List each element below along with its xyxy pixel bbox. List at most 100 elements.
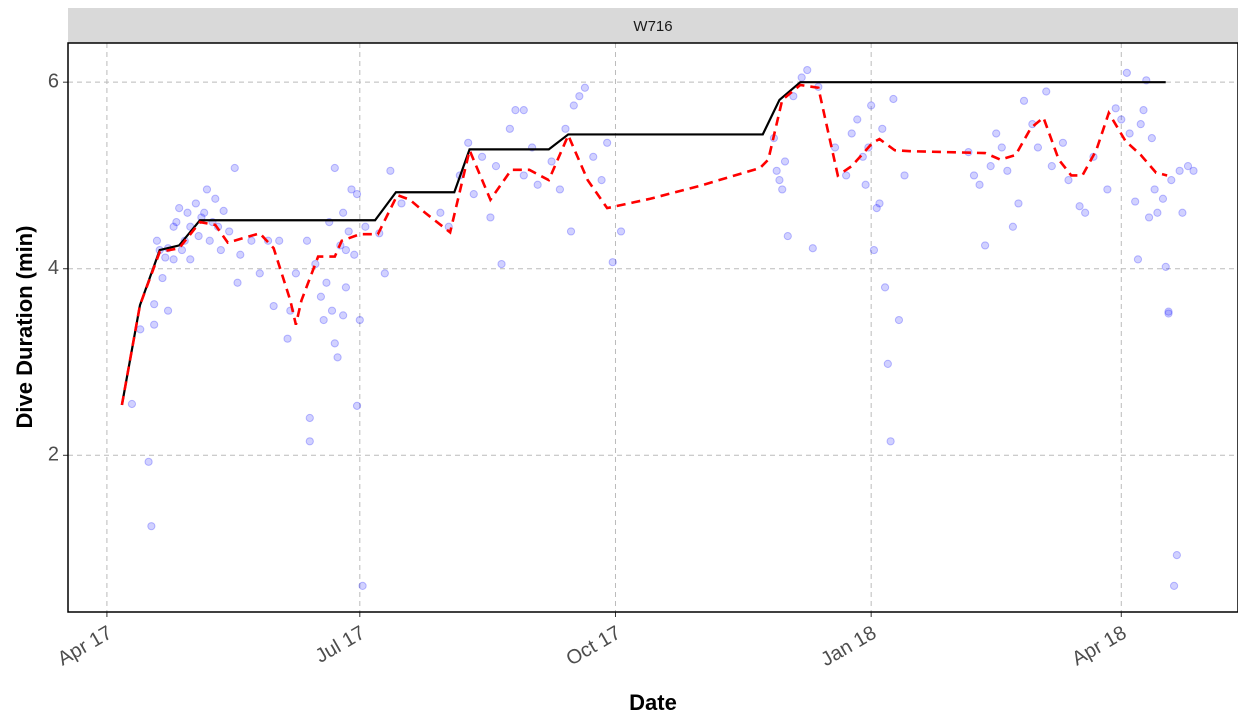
dive-point bbox=[330, 339, 339, 348]
dive-point bbox=[350, 250, 359, 259]
dive-point bbox=[361, 222, 370, 231]
dive-point bbox=[236, 250, 245, 259]
dive-point bbox=[1064, 176, 1073, 185]
dive-point bbox=[883, 359, 892, 368]
dive-point bbox=[305, 437, 314, 446]
dive-point bbox=[1133, 255, 1143, 264]
dive-point bbox=[339, 208, 348, 217]
x-axis-title: Date bbox=[629, 690, 677, 715]
dive-point bbox=[519, 106, 528, 115]
dive-point bbox=[327, 306, 337, 315]
dive-point bbox=[519, 171, 528, 180]
dive-point bbox=[216, 245, 225, 255]
dive-point bbox=[477, 152, 487, 161]
dive-point bbox=[853, 115, 862, 124]
dive-point bbox=[986, 162, 995, 171]
dive-point bbox=[603, 138, 612, 147]
dive-point bbox=[780, 157, 790, 166]
dive-point bbox=[789, 92, 798, 101]
dive-point bbox=[1139, 106, 1148, 115]
dive-point bbox=[867, 101, 876, 110]
dive-point bbox=[158, 273, 167, 283]
dive-point bbox=[1003, 166, 1012, 175]
dive-point bbox=[347, 185, 356, 194]
dive-point bbox=[233, 278, 242, 287]
dive-point bbox=[1075, 202, 1084, 211]
dive-point bbox=[597, 176, 606, 185]
dive-point bbox=[1136, 120, 1145, 129]
dive-point bbox=[778, 185, 787, 194]
dive-point bbox=[202, 185, 212, 194]
dive-point bbox=[580, 83, 590, 92]
dive-point bbox=[1169, 581, 1179, 590]
dive-point bbox=[341, 245, 351, 255]
dive-point bbox=[561, 124, 570, 133]
dive-point bbox=[186, 255, 195, 264]
dive-point bbox=[875, 199, 884, 208]
dive-point bbox=[1178, 208, 1187, 217]
dive-point bbox=[861, 180, 870, 189]
dive-point bbox=[205, 236, 214, 245]
dive-point bbox=[302, 236, 312, 245]
dive-point bbox=[127, 399, 137, 409]
dive-point bbox=[555, 185, 565, 194]
dive-point bbox=[1147, 134, 1156, 143]
dive-point bbox=[1125, 129, 1134, 138]
dive-point bbox=[1008, 222, 1017, 231]
dive-point bbox=[511, 106, 520, 115]
dive-point bbox=[1122, 68, 1131, 77]
dive-point bbox=[497, 259, 506, 269]
dive-point bbox=[150, 300, 159, 309]
dive-point bbox=[397, 199, 406, 208]
dive-point bbox=[491, 162, 501, 171]
dive-point bbox=[589, 152, 598, 161]
dive-point bbox=[322, 278, 331, 287]
dive-point bbox=[341, 283, 351, 292]
dive-point bbox=[1158, 194, 1168, 203]
dive-point bbox=[1014, 199, 1023, 208]
dive-point bbox=[889, 94, 898, 104]
dive-point bbox=[886, 437, 895, 446]
dive-point bbox=[1167, 176, 1176, 185]
dive-point bbox=[305, 413, 314, 423]
dive-point bbox=[847, 129, 856, 138]
dive-point bbox=[608, 258, 617, 267]
dive-point bbox=[330, 163, 339, 173]
dive-point bbox=[1047, 162, 1056, 171]
dive-point bbox=[172, 217, 181, 227]
dive-point bbox=[152, 236, 162, 245]
dive-point bbox=[1058, 138, 1068, 147]
dive-point bbox=[316, 292, 325, 301]
dive-point bbox=[872, 204, 881, 213]
dive-point bbox=[211, 194, 220, 203]
dive-point bbox=[436, 208, 445, 217]
dive-point bbox=[566, 227, 576, 236]
dive-point bbox=[247, 236, 256, 245]
dive-point bbox=[1183, 162, 1193, 171]
dive-point bbox=[547, 157, 556, 166]
dive-point bbox=[358, 581, 367, 590]
dive-point bbox=[219, 206, 228, 216]
dive-point bbox=[464, 138, 473, 147]
dive-point bbox=[486, 213, 495, 222]
dive-point bbox=[144, 457, 153, 466]
dive-point bbox=[352, 190, 362, 199]
dive-point bbox=[344, 227, 353, 236]
dive-point bbox=[772, 166, 781, 175]
dive-point bbox=[333, 353, 342, 362]
dive-point bbox=[1175, 166, 1184, 175]
dive-point bbox=[386, 166, 395, 175]
dive-point bbox=[161, 253, 170, 262]
dive-point bbox=[136, 325, 145, 334]
dive-point bbox=[505, 124, 514, 133]
dive-point bbox=[783, 231, 792, 241]
x-tick-label: Apr 17 bbox=[54, 622, 116, 671]
dive-point bbox=[830, 143, 840, 152]
dive-point bbox=[339, 311, 348, 320]
dive-point bbox=[255, 269, 264, 278]
dive-point bbox=[569, 101, 578, 110]
dive-point bbox=[283, 334, 292, 343]
facet-strip bbox=[68, 8, 1238, 43]
dive-point bbox=[169, 255, 178, 264]
